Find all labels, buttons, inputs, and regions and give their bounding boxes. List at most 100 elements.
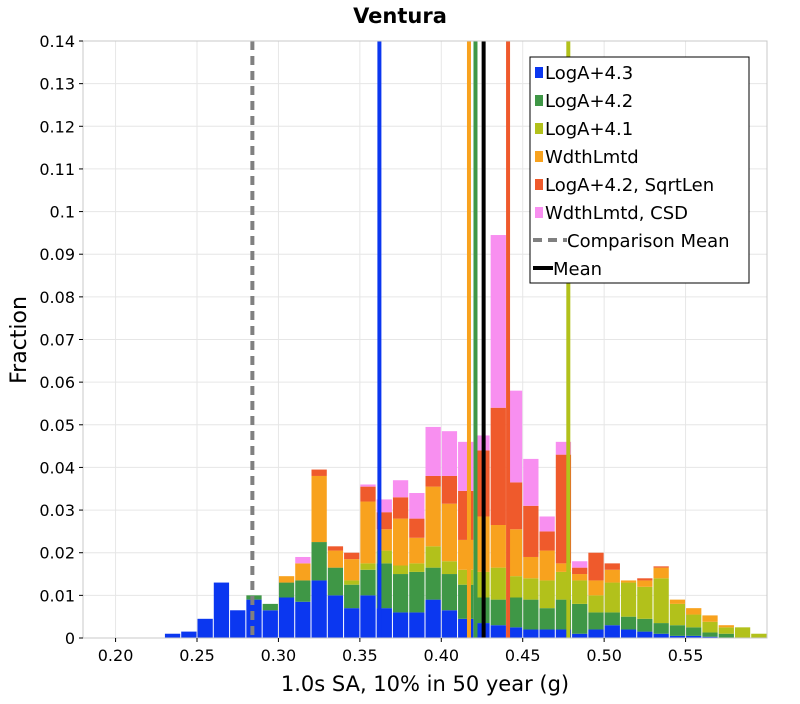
bar-wdthlmtd-csd [360,484,376,487]
x-tick-label: 0.35 [342,646,378,665]
bar-loga-4-3 [327,595,344,638]
bar-wdthlmtd [327,550,344,568]
bar-loga-4-2-sqrtlen [344,552,360,560]
bar-loga-4-1 [392,565,409,575]
bar-wdthlmtd [702,615,718,622]
legend-swatch [535,67,543,78]
legend-label: Mean [553,259,602,280]
legend-label: LogA+4.2, SqrtLen [545,175,714,196]
bar-loga-4-2 [425,567,441,600]
bar-loga-4-2-sqrtlen [458,490,474,540]
bar-loga-4-2 [392,574,409,613]
bar-wdthlmtd [392,518,409,566]
bar-loga-4-2 [653,623,669,634]
x-axis-label: 1.0s SA, 10% in 50 year (g) [281,672,569,696]
x-tick-label: 0.55 [668,646,704,665]
bar-loga-4-1 [751,633,767,638]
bar-wdthlmtd [669,599,686,604]
bar-loga-4-3 [441,610,458,638]
bar-loga-4-1 [604,582,620,613]
bar-loga-4-2 [490,599,506,626]
bar-loga-4-3 [409,612,425,638]
bar-loga-4-1 [653,578,669,624]
bar-loga-4-3 [230,610,246,638]
bar-loga-4-1 [686,614,702,628]
bar-loga-4-2 [539,608,555,630]
bar-loga-4-3 [262,610,278,638]
bar-loga-4-3 [278,597,295,638]
legend-label: LogA+4.2 [545,91,633,112]
bar-loga-4-2-sqrtlen [539,531,555,551]
legend-label: WdthLmtd [545,147,639,168]
x-tick-label: 0.40 [423,646,459,665]
bar-wdthlmtd-csd [458,441,474,491]
bars [164,235,767,638]
bar-loga-4-2-sqrtlen [506,482,523,530]
bar-wdthlmtd [295,563,311,581]
x-tick-label: 0.20 [98,646,134,665]
bar-loga-4-1 [425,546,441,568]
legend-swatch [535,151,543,162]
bar-loga-4-1 [669,603,686,626]
bar-loga-4-1 [734,627,751,638]
bar-loga-4-3 [523,629,539,638]
legend-label: Comparison Mean [567,231,730,252]
bar-wdthlmtd [539,550,555,581]
bar-loga-4-2 [327,567,344,596]
y-tick-label: 0.04 [39,458,75,477]
bar-loga-4-3 [213,582,230,638]
bar-loga-4-1 [490,567,506,600]
chart-title: Ventura [353,4,447,28]
bar-loga-4-1 [458,569,474,585]
bar-loga-4-1 [637,586,653,619]
bar-wdthlmtd [523,556,539,579]
bar-wdthlmtd [490,524,506,568]
bar-loga-4-2-sqrtlen [311,469,327,476]
y-tick-label: 0.02 [39,544,75,563]
bar-loga-4-2 [702,632,718,637]
x-tick-label: 0.25 [179,646,215,665]
bar-loga-4-2-sqrtlen [653,566,669,568]
bar-loga-4-3 [539,629,555,638]
bar-loga-4-2-sqrtlen [409,518,425,538]
bar-wdthlmtd [425,486,441,547]
bar-loga-4-3 [425,599,441,638]
bar-loga-4-2-sqrtlen [360,486,376,502]
legend-swatch [535,95,543,106]
bar-wdthlmtd-csd [392,480,409,498]
x-tick-label: 0.30 [261,646,297,665]
bar-loga-4-1 [539,580,555,609]
y-tick-label: 0.14 [39,32,75,51]
bar-loga-4-3 [392,612,409,638]
bar-loga-4-2 [409,571,425,613]
bar-loga-4-3 [702,636,718,638]
bar-loga-4-3 [588,629,604,638]
bar-loga-4-2-sqrtlen [327,546,344,551]
y-tick-label: 0.09 [39,245,75,264]
bar-wdthlmtd [409,537,425,564]
bar-loga-4-2 [637,618,653,632]
bar-loga-4-2 [604,612,620,626]
bar-loga-4-2 [506,597,523,628]
legend-box [529,56,750,284]
bar-loga-4-2-sqrtlen [441,475,458,504]
bar-wdthlmtd [555,563,572,572]
bar-loga-4-3 [637,631,653,638]
bar-loga-4-3 [311,580,327,638]
bar-loga-4-3 [506,627,523,638]
bar-wdthlmtd-csd [295,556,311,564]
bar-loga-4-2 [360,569,376,596]
bar-loga-4-3 [197,618,213,638]
bar-wdthlmtd [441,503,458,562]
bar-loga-4-2 [344,584,360,609]
bar-loga-4-2 [718,633,734,638]
bar-loga-4-2 [523,599,539,630]
bar-loga-4-2 [572,603,588,634]
y-tick-label: 0 [65,629,75,648]
bar-loga-4-3 [555,629,572,638]
bar-loga-4-3 [686,635,702,638]
bar-wdthlmtd [311,475,327,543]
legend-label: LogA+4.1 [545,119,633,140]
legend-swatch [535,123,543,134]
